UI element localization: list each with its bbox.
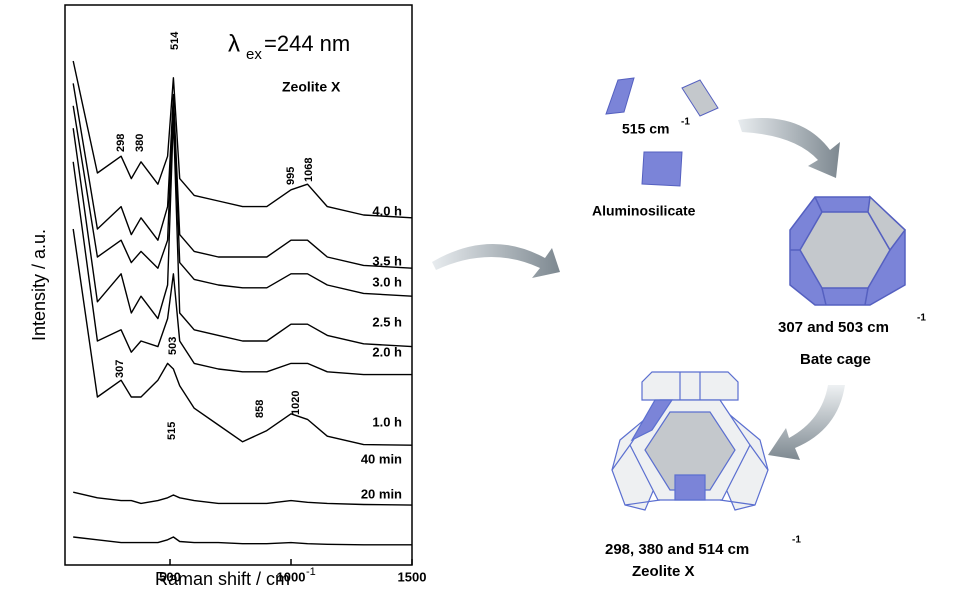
unit-shape [641, 151, 683, 187]
y-axis-label: Intensity / a.u. [29, 229, 49, 341]
x-tick-label: 500 [159, 569, 181, 584]
x-tick-label: 1500 [398, 569, 427, 584]
series-label: 3.5 h [372, 253, 402, 268]
x-axis-label: Raman shift / cm [155, 569, 290, 589]
peak-label: 307 [114, 360, 126, 378]
spectrum [72, 60, 413, 219]
plot-frame [64, 4, 413, 566]
freq-label: 515 cm [622, 121, 669, 137]
spectrum [72, 116, 413, 348]
series-label: 20 min [361, 486, 402, 501]
freq-sup: -1 [917, 313, 926, 324]
peak-label: 1020 [290, 391, 302, 415]
unit-shape [605, 77, 635, 115]
spectrum [72, 228, 413, 446]
spectrum [72, 99, 413, 297]
series-label: 2.5 h [372, 314, 402, 329]
zeolite-cage [611, 371, 769, 511]
sample-label: Zeolite X [282, 79, 341, 95]
arrow [738, 118, 840, 178]
spectrum [73, 491, 413, 506]
series-label: 3.0 h [372, 274, 402, 289]
freq-label: 307 and 503 cm [778, 319, 889, 336]
spectrum [73, 536, 412, 546]
unit-shape [681, 79, 719, 117]
spectrum [72, 83, 413, 269]
diagram-label: Bate cage [800, 351, 871, 368]
peak-label: 380 [134, 134, 146, 152]
peak-label: 298 [115, 134, 127, 152]
excitation-symbol: λ [228, 30, 240, 57]
freq-label: 298, 380 and 514 cm [605, 541, 749, 558]
beta-cage [789, 195, 907, 306]
arrow [768, 385, 845, 460]
peak-label: 514 [169, 31, 181, 50]
freq-sup: -1 [792, 535, 801, 546]
excitation-value: =244 nm [264, 31, 350, 56]
plot: 500 1000 1500 4.0 h 3.5 h 3.0 h 2.5 h 2.0 h 1.0 … [72, 60, 427, 584]
diagram-label: Aluminosilicate [592, 203, 696, 219]
arrow [432, 243, 560, 278]
freq-sup: -1 [681, 117, 690, 128]
series-label: 40 min [361, 451, 402, 466]
diagram-label: Zeolite X [632, 563, 695, 580]
series-label: 2.0 h [372, 344, 402, 359]
peak-label: 995 [285, 167, 297, 185]
peak-label: 858 [254, 400, 266, 418]
peak-label: 515 [166, 422, 178, 440]
series-label: 1.0 h [372, 414, 402, 429]
x-axis-label-sup: -1 [306, 566, 316, 578]
spectrum [72, 161, 412, 376]
excitation-subscript: ex [246, 46, 262, 63]
series-label: 4.0 h [372, 203, 402, 218]
peak-label: 503 [167, 337, 179, 355]
x-tick-label: 1000 [277, 569, 306, 584]
peak-label: 1068 [303, 158, 315, 182]
